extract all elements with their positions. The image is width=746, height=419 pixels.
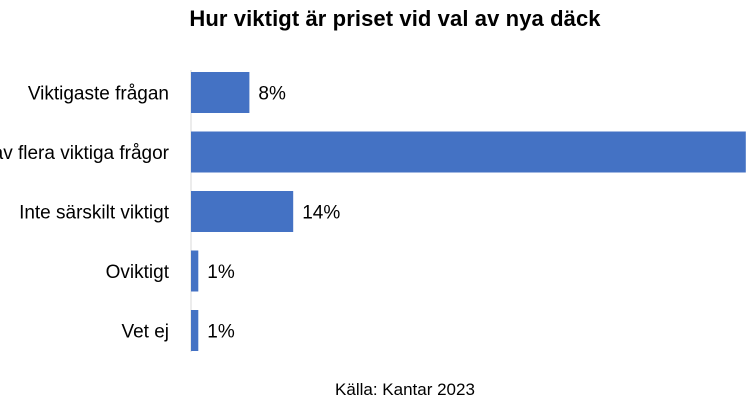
- data-label: 8%: [258, 84, 286, 105]
- category-label: Oviktigt: [106, 262, 170, 283]
- bar: [191, 72, 250, 113]
- chart-title: Hur viktigt är priset vid val av nya däc…: [189, 6, 601, 31]
- data-label: 1%: [207, 322, 235, 343]
- bar: [191, 310, 199, 351]
- bar: [191, 131, 746, 173]
- category-label: Inte särskilt viktigt: [19, 203, 170, 224]
- bars: [191, 72, 746, 351]
- bar: [191, 191, 294, 232]
- data-label: 1%: [207, 262, 235, 283]
- source-note: Källa: Kantar 2023: [335, 380, 475, 399]
- category-label: Vet ej: [121, 322, 169, 343]
- data-label: 14%: [302, 203, 340, 224]
- value-labels: 8% 14% 1% 1%: [207, 84, 340, 343]
- category-label: En av flera viktiga frågor: [0, 143, 170, 164]
- category-labels: Viktigaste frågan En av flera viktiga frå…: [0, 84, 170, 343]
- bar: [191, 250, 199, 292]
- category-label: Viktigaste frågan: [28, 84, 169, 105]
